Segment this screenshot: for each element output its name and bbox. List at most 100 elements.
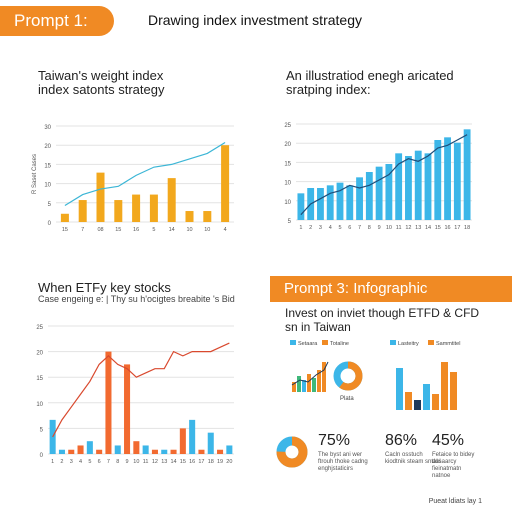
chart1-title-line2: index satonts strategy [38, 82, 165, 97]
bar [221, 145, 230, 222]
bar [179, 428, 186, 454]
y-axis-label: R Saset Cases [32, 154, 38, 194]
bar [68, 449, 75, 454]
bar [189, 419, 196, 454]
x-tick-label: 9 [378, 225, 381, 231]
bar [133, 441, 140, 454]
right-bar [441, 362, 448, 410]
x-tick-label: 11 [143, 459, 149, 465]
stat-value-2: 86% [385, 432, 418, 449]
mini-line [291, 361, 329, 386]
bar [86, 441, 93, 454]
right-bar [405, 392, 412, 410]
bar [365, 172, 373, 220]
mini-bar [322, 362, 326, 392]
chart3-subtitle: Case engeing e: | Thy su h'ocigtes breab… [38, 294, 235, 304]
x-tick-label: 20 [226, 459, 232, 465]
x-tick-label: 4 [329, 225, 332, 231]
x-tick-label: 14 [170, 459, 176, 465]
x-tick-label: 15 [115, 227, 121, 233]
prompt-1-banner: Prompt 1: [0, 6, 114, 36]
y-tick-label: 20 [284, 142, 291, 148]
y-tick-label: 20 [44, 144, 51, 150]
x-tick-label: 14 [425, 225, 431, 231]
x-tick-label: 10 [133, 459, 139, 465]
series-line [52, 342, 230, 438]
bar [385, 164, 393, 220]
bar [226, 445, 233, 454]
chart1-title-line1: Taiwan's weight index [38, 68, 164, 83]
series-line [64, 141, 226, 207]
x-tick-label: 15 [62, 227, 68, 233]
y-tick-label: 0 [40, 453, 44, 459]
series-line [300, 134, 468, 216]
chart2-title-line2: sratping index: [286, 82, 371, 97]
x-tick-label: 8 [116, 459, 119, 465]
bar [444, 137, 451, 220]
x-tick-label: 14 [169, 227, 175, 233]
x-tick-label: 3 [70, 459, 73, 465]
chart3-title: When ETFy key stocks [38, 280, 171, 295]
big-donut-arc [276, 436, 308, 468]
right-bar [414, 400, 421, 410]
bar [336, 182, 344, 220]
bar [170, 449, 177, 454]
bar [114, 445, 121, 454]
x-tick-label: 08 [97, 227, 103, 233]
bar [326, 185, 334, 220]
y-tick-label: 25 [284, 123, 291, 129]
prompt-3-banner: Prompt 3: Infographic [270, 276, 512, 302]
mini-bar [317, 370, 321, 392]
x-tick-label: 15 [435, 225, 441, 231]
bar [463, 129, 471, 220]
mini-bar [312, 378, 316, 392]
x-tick-label: 5 [88, 459, 91, 465]
right-bar [432, 394, 439, 410]
x-tick-label: 11 [396, 225, 402, 231]
x-tick-label: 15 [180, 459, 186, 465]
bar [96, 449, 103, 454]
mini-chart-label: Plata [340, 396, 354, 402]
right-bar [396, 368, 403, 410]
legend-right-1-swatch [390, 340, 396, 345]
stat-caption-2: Cacln osstuch kiodtnik steam sntaki [385, 452, 441, 465]
x-tick-label: 17 [198, 459, 204, 465]
legend-right-1-label: Lasteitry [398, 341, 419, 347]
bar [185, 211, 194, 222]
right-bar [423, 384, 430, 410]
x-tick-label: 19 [217, 459, 223, 465]
x-tick-label: 8 [368, 225, 371, 231]
y-tick-label: 15 [44, 163, 51, 169]
bar [346, 185, 354, 220]
y-tick-label: 5 [48, 202, 52, 208]
y-tick-label: 25 [36, 325, 43, 331]
bar [297, 193, 305, 220]
chart1-plot: 30 20 15 10 5 0 R Saset Cases 15 7 08 15 16 5 14 10 10 4 [32, 125, 234, 233]
bar [58, 449, 65, 454]
x-tick-label: 16 [133, 227, 139, 233]
bar [124, 364, 131, 454]
bar [77, 445, 84, 454]
bar [114, 200, 123, 222]
y-tick-label: 20 [36, 351, 43, 357]
y-tick-label: 0 [48, 221, 52, 227]
bar [149, 194, 158, 222]
x-tick-label: 18 [208, 459, 214, 465]
y-tick-label: 10 [284, 200, 291, 206]
mini-bar [297, 376, 301, 392]
bar [198, 449, 205, 454]
x-tick-label: 12 [405, 225, 411, 231]
x-tick-label: 6 [348, 225, 351, 231]
bar [356, 177, 363, 220]
bar [434, 140, 442, 220]
bar [132, 194, 141, 222]
x-tick-label: 3 [319, 225, 322, 231]
stat-value-3: 45% [432, 432, 465, 449]
bar [375, 166, 383, 220]
x-tick-label: 10 [386, 225, 392, 231]
x-tick-label: 7 [81, 227, 84, 233]
y-tick-label: 15 [284, 161, 291, 167]
x-tick-label: 2 [309, 225, 312, 231]
bar [49, 419, 56, 454]
